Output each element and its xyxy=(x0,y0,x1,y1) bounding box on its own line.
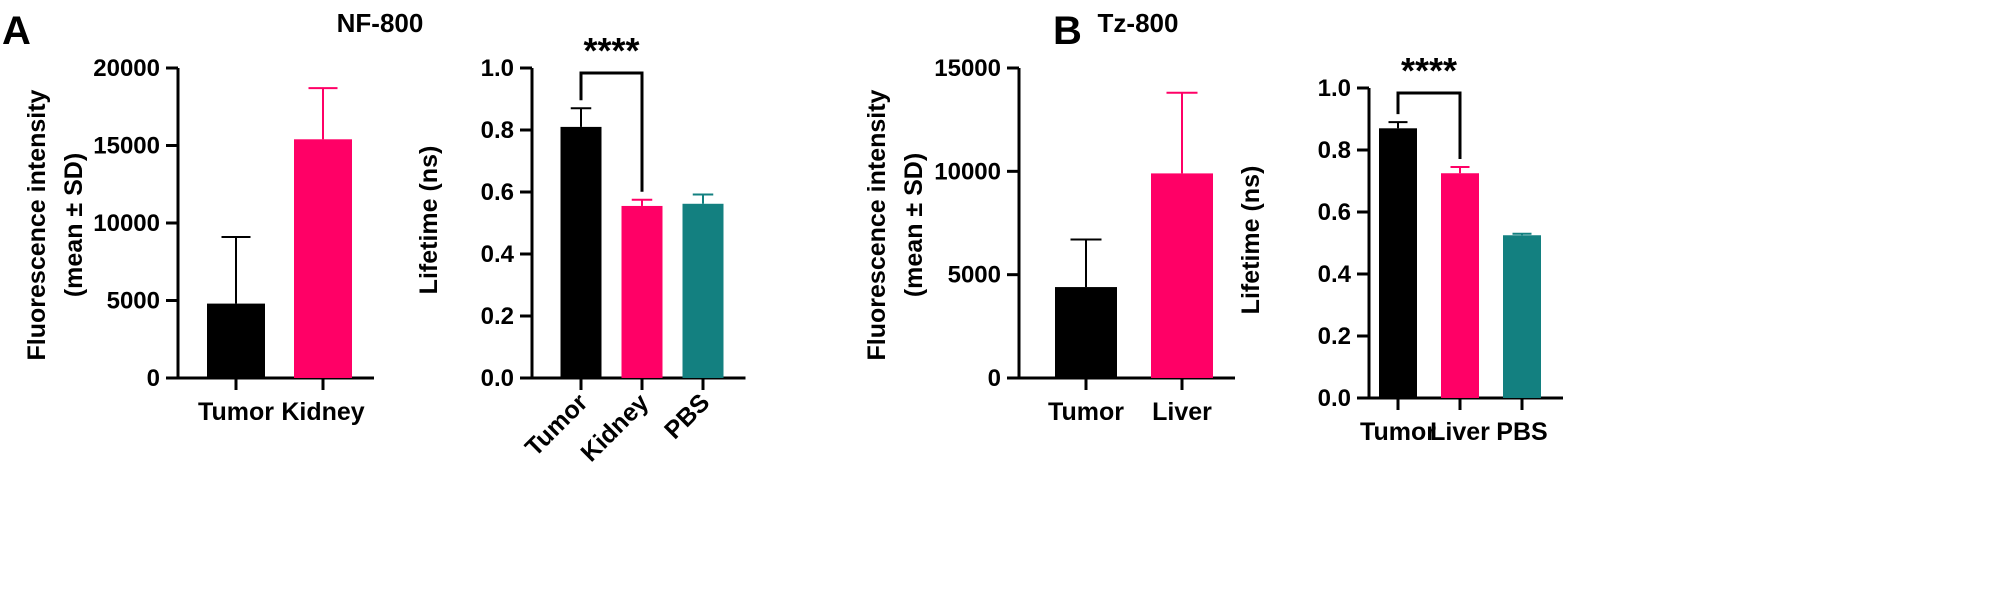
y-tick-label: 0.4 xyxy=(481,241,515,268)
x-tick-label: Kidney xyxy=(575,388,654,467)
significance-bracket xyxy=(579,71,644,192)
x-tick-label: Tumor xyxy=(198,398,274,426)
chart-2: Lifetime (ns)0.00.20.40.60.81.0TumorKidn… xyxy=(415,30,746,467)
significance-label: **** xyxy=(1401,50,1457,91)
bar-liver xyxy=(1151,173,1213,378)
y-tick-label: 0.4 xyxy=(1318,261,1352,288)
x-tick-label: Liver xyxy=(1152,398,1212,426)
bar-pbs xyxy=(682,203,724,378)
y-tick-label: 1.0 xyxy=(481,55,514,82)
bar-liver xyxy=(1441,173,1479,398)
y-tick-label: 1.0 xyxy=(1318,75,1351,102)
x-tick-label: Tumor xyxy=(1048,398,1124,426)
y-axis-label: Lifetime (ns) xyxy=(1237,166,1265,315)
y-tick-label: 0.2 xyxy=(1318,323,1351,350)
bar-pbs xyxy=(1503,235,1541,398)
y-tick-label: 0.8 xyxy=(1318,137,1351,164)
y-tick-label: 15000 xyxy=(934,55,1001,82)
y-tick-label: 0.6 xyxy=(481,179,514,206)
panel-letter-a: A xyxy=(2,9,31,53)
x-tick-label: Liver xyxy=(1430,418,1490,446)
x-tick-label: Kidney xyxy=(281,398,364,426)
y-tick-label: 15000 xyxy=(93,133,160,160)
significance-bracket xyxy=(1396,91,1462,160)
significance-label: **** xyxy=(583,30,639,71)
y-axis-label: Fluorescence intensity xyxy=(863,89,891,360)
y-tick-label: 0.0 xyxy=(481,365,514,392)
y-axis-label-line2: (mean ± SD) xyxy=(60,153,88,297)
y-tick-label: 0.8 xyxy=(481,117,514,144)
y-tick-label: 0 xyxy=(988,365,1001,392)
y-axis-label-line2: (mean ± SD) xyxy=(900,153,928,297)
y-tick-label: 0 xyxy=(147,365,160,392)
x-tick-label: Tumor xyxy=(1360,418,1436,446)
y-axis-label: Lifetime (ns) xyxy=(415,146,443,295)
y-tick-label: 5000 xyxy=(948,262,1001,289)
y-tick-label: 0.0 xyxy=(1318,385,1351,412)
charts-layer: NF-800 Fluorescence intensity (mean ± SD) 0… xyxy=(23,8,1563,467)
y-tick-label: 5000 xyxy=(107,288,160,315)
bar-tumor xyxy=(560,126,602,379)
bar-tumor xyxy=(207,303,265,378)
bar-kidney xyxy=(294,139,352,378)
bar-kidney xyxy=(621,205,663,378)
bar-tumor xyxy=(1379,128,1417,399)
y-tick-label: 10000 xyxy=(93,210,160,237)
bar-tumor xyxy=(1055,287,1117,378)
y-tick-label: 10000 xyxy=(934,158,1001,185)
panel-letter-b: B xyxy=(1053,9,1082,53)
y-tick-label: 0.6 xyxy=(1318,199,1351,226)
y-tick-label: 20000 xyxy=(93,55,160,82)
chart-1: NF-800 Fluorescence intensity (mean ± SD) 0… xyxy=(23,8,423,426)
chart-4: Lifetime (ns) 0.0 0.2 0.4 0.6 0.8 1.0 TumorLive… xyxy=(1237,50,1563,446)
x-tick-label: PBS xyxy=(659,388,715,444)
x-tick-label: PBS xyxy=(1496,418,1547,446)
y-axis-label: Fluorescence intensity xyxy=(23,89,51,360)
chart-title: Tz-800 xyxy=(1098,8,1179,38)
chart-3: Tz-800 Fluorescence intensity (mean ± SD) 0… xyxy=(863,8,1235,426)
chart-title: NF-800 xyxy=(337,8,424,38)
y-tick-label: 0.2 xyxy=(481,303,514,330)
